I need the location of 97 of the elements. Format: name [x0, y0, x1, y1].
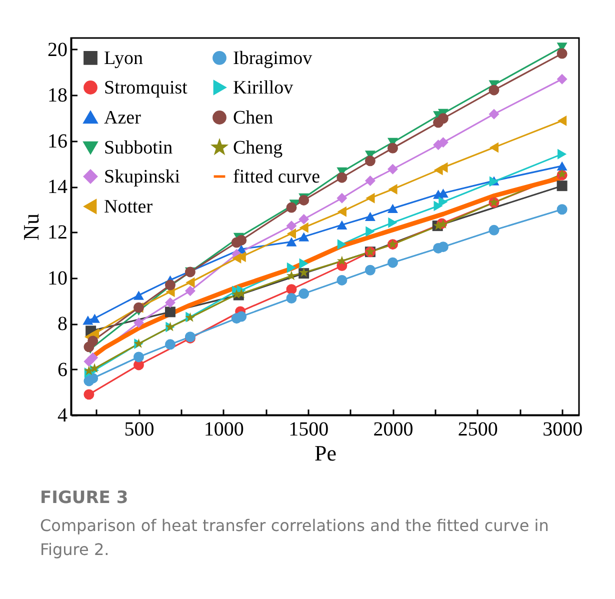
point — [364, 264, 376, 276]
x-tick-label: 1500 — [288, 418, 329, 440]
legend-label: Notter — [104, 196, 154, 218]
point — [90, 328, 100, 339]
point — [336, 220, 348, 230]
point — [489, 142, 499, 153]
point — [286, 284, 297, 295]
point — [299, 222, 308, 233]
point — [84, 366, 94, 376]
point — [133, 352, 144, 362]
point — [364, 212, 376, 221]
point — [366, 192, 375, 204]
point — [298, 288, 310, 299]
y-tick-label: 8 — [58, 313, 68, 336]
point — [388, 217, 398, 228]
x-tick-label: 2500 — [458, 418, 498, 440]
point — [133, 290, 144, 300]
point — [556, 161, 568, 170]
legend-label: Stromquist — [104, 78, 188, 98]
point — [164, 297, 176, 308]
point — [236, 288, 246, 298]
point — [366, 226, 375, 237]
point — [286, 220, 297, 232]
point — [387, 257, 398, 268]
point — [88, 352, 98, 363]
point — [488, 224, 500, 236]
point — [286, 237, 297, 246]
legend-label: Subbotin — [104, 138, 174, 158]
y-tick-label: 16 — [48, 130, 68, 152]
y-tick-label: 18 — [48, 84, 68, 107]
point — [88, 336, 98, 346]
legend-label: Ibragimov — [233, 48, 313, 69]
point — [88, 372, 98, 384]
text: Comparison of heat transfer correlations and the fitted curve in Figure 2. — [40, 515, 550, 561]
point — [286, 293, 297, 304]
point — [186, 277, 195, 288]
point — [336, 192, 348, 204]
point — [488, 84, 500, 96]
y-tick-label: 14 — [48, 176, 68, 198]
point — [558, 115, 567, 126]
point — [82, 316, 94, 325]
y-tick-label: 10 — [48, 267, 68, 290]
point — [298, 194, 310, 206]
point — [556, 204, 568, 215]
point — [90, 363, 100, 373]
point — [364, 176, 376, 186]
point — [286, 262, 296, 273]
legend-label: Cheng — [233, 138, 284, 158]
point — [164, 339, 176, 350]
point — [336, 172, 348, 183]
y-tick-label: 4 — [58, 404, 68, 426]
y-tick-label: 12 — [48, 222, 68, 244]
point — [337, 206, 346, 217]
point — [286, 202, 297, 213]
point — [337, 239, 346, 250]
point — [558, 148, 567, 160]
y-axis-title: Nu — [18, 214, 44, 240]
point — [298, 232, 310, 242]
x-tick-label: 2000 — [373, 418, 414, 440]
point — [364, 156, 376, 166]
y-tick-label: 6 — [58, 358, 68, 381]
point — [286, 270, 296, 280]
point — [89, 314, 100, 323]
point — [133, 317, 144, 328]
point — [388, 184, 398, 194]
point — [184, 286, 196, 296]
y-tick-label: 20 — [48, 38, 68, 61]
point — [164, 306, 176, 318]
point — [387, 142, 398, 154]
caption: FIGURE 3 — [40, 488, 130, 508]
legend-label: fitted curve — [233, 166, 320, 188]
point — [336, 256, 347, 266]
point — [438, 113, 448, 124]
point — [236, 311, 247, 322]
point — [387, 164, 398, 174]
point — [298, 214, 310, 224]
legend-label: Kirillov — [233, 78, 294, 98]
x-tick-label: 500 — [124, 418, 154, 440]
legend-label: Lyon — [104, 48, 144, 69]
point — [336, 274, 348, 286]
point — [556, 48, 568, 59]
legend-label: Skupinski — [104, 166, 180, 188]
point — [488, 108, 500, 120]
point — [438, 242, 448, 252]
point — [236, 234, 247, 246]
x-axis-title: Pe — [314, 440, 336, 466]
point — [438, 162, 448, 173]
point — [84, 389, 94, 400]
x-tick-label: 3000 — [542, 418, 583, 440]
point — [556, 180, 568, 192]
x-tick-label: 1000 — [204, 418, 244, 440]
point — [387, 204, 398, 213]
point — [286, 228, 296, 239]
point — [299, 258, 308, 269]
point — [556, 74, 568, 84]
legend-label: Chen — [233, 108, 274, 128]
legend-label: Azer — [104, 108, 142, 128]
